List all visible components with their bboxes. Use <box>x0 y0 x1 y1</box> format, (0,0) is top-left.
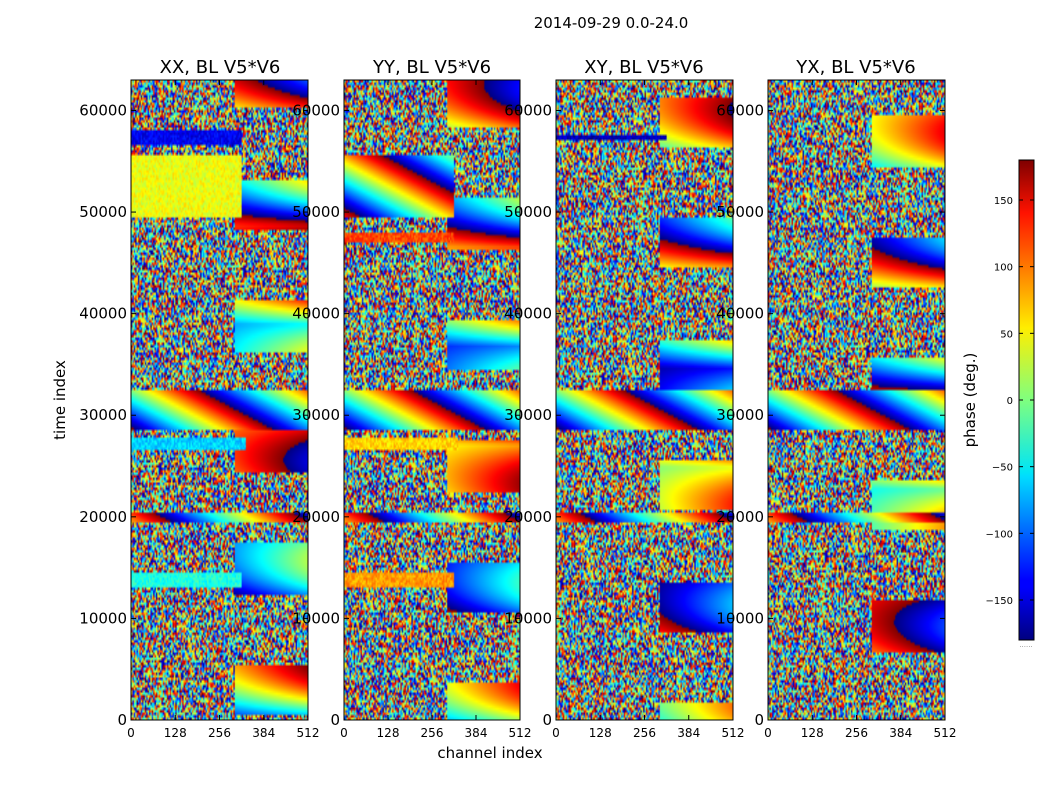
y-tick-label: 20000 <box>504 508 552 526</box>
y-tick-label: 20000 <box>79 508 127 526</box>
x-tick-label: 128 <box>801 726 824 740</box>
x-tick-label: 512 <box>509 726 532 740</box>
x-tick-label: 128 <box>589 726 612 740</box>
y-tick-label: 50000 <box>716 203 764 221</box>
y-tick-label: 20000 <box>292 508 340 526</box>
x-axis-label: channel index <box>437 744 542 762</box>
x-tick-label: 384 <box>252 726 275 740</box>
y-tick-label: 60000 <box>716 101 764 119</box>
y-tick-label: 50000 <box>292 203 340 221</box>
y-tick-label: 40000 <box>716 305 764 323</box>
y-tick-label: 40000 <box>79 305 127 323</box>
y-tick-label: 0 <box>330 711 340 729</box>
x-tick-label: 0 <box>764 726 772 740</box>
heatmap-yx <box>768 80 945 720</box>
x-tick-label: 128 <box>164 726 187 740</box>
y-tick-label: 30000 <box>292 406 340 424</box>
y-tick-label: 30000 <box>716 406 764 424</box>
y-tick-label: 10000 <box>292 609 340 627</box>
y-axis-label: time index <box>51 360 69 440</box>
colorbar-tick-label: −100 <box>986 529 1013 540</box>
x-tick-label: 256 <box>208 726 231 740</box>
y-tick-label: 50000 <box>504 203 552 221</box>
x-tick-label: 512 <box>297 726 320 740</box>
y-tick-label: 0 <box>754 711 764 729</box>
x-tick-label: 384 <box>465 726 488 740</box>
y-tick-label: 60000 <box>79 101 127 119</box>
figure-suptitle: 2014-09-29 0.0-24.0 <box>534 14 689 32</box>
panel-title-xx: XX, BL V5*V6 <box>160 57 281 78</box>
x-tick-label: 0 <box>552 726 560 740</box>
y-tick-label: 40000 <box>504 305 552 323</box>
panel-title-yy: YY, BL V5*V6 <box>372 57 491 78</box>
x-tick-label: 256 <box>421 726 444 740</box>
y-tick-label: 30000 <box>504 406 552 424</box>
y-tick-label: 0 <box>117 711 127 729</box>
x-tick-label: 512 <box>722 726 745 740</box>
y-tick-label: 10000 <box>79 609 127 627</box>
heatmap-xy <box>556 80 733 720</box>
colorbar-ticks: 150 100 50 0 −50 −100 −150 <box>986 196 1034 607</box>
x-tick-label: 384 <box>677 726 700 740</box>
heatmap-yy <box>344 80 520 720</box>
y-tick-label: 10000 <box>504 609 552 627</box>
panel-title-xy: XY, BL V5*V6 <box>584 57 703 78</box>
y-tick-label: 30000 <box>79 406 127 424</box>
x-tick-label: 0 <box>127 726 135 740</box>
x-tick-label: 0 <box>340 726 348 740</box>
y-tick-label: 0 <box>542 711 552 729</box>
tick-layer: 0 10000 20000 30000 40000 50000 60000 0 128 256 38… <box>79 80 956 740</box>
x-tick-label: 256 <box>633 726 656 740</box>
y-tick-label: 60000 <box>292 101 340 119</box>
y-tick-label: 20000 <box>716 508 764 526</box>
colorbar-tick-label: −150 <box>986 596 1013 607</box>
y-tick-label: 40000 <box>292 305 340 323</box>
y-tick-label: 60000 <box>504 101 552 119</box>
colorbar-footnote: ...... <box>1019 641 1032 649</box>
colorbar-tick-label: 150 <box>994 196 1013 207</box>
y-tick-label: 50000 <box>79 203 127 221</box>
colorbar-tick-label: 100 <box>994 263 1013 274</box>
y-tick-label: 10000 <box>716 609 764 627</box>
heatmap-xx <box>131 80 308 720</box>
x-tick-label: 384 <box>889 726 912 740</box>
colorbar-tick-label: 50 <box>1000 329 1013 340</box>
colorbar-label: phase (deg.) <box>961 353 979 448</box>
x-tick-label: 256 <box>845 726 868 740</box>
panel-title-yx: YX, BL V5*V6 <box>795 57 915 78</box>
x-tick-label: 512 <box>934 726 957 740</box>
colorbar-tick-label: −50 <box>992 463 1013 474</box>
colorbar-tick-label: 0 <box>1007 396 1013 407</box>
x-tick-label: 128 <box>377 726 400 740</box>
